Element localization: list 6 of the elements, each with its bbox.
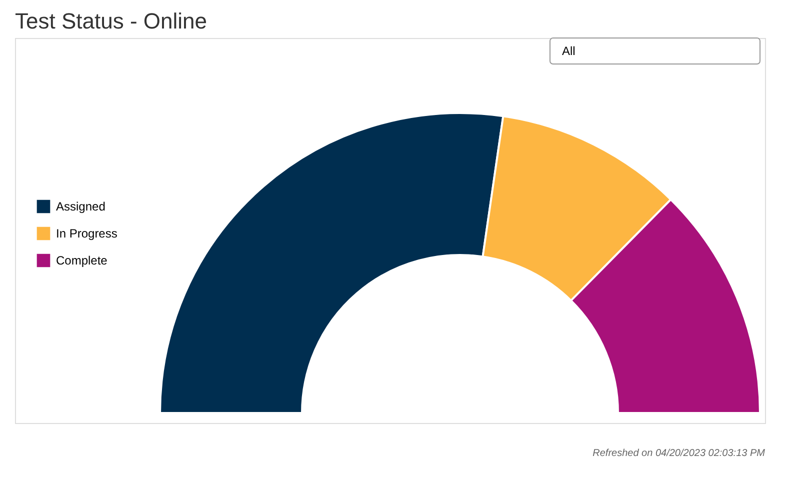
text: Refreshed on 04/20/2023 02:03:13 PM xyxy=(592,448,766,459)
text: All xyxy=(562,44,576,58)
legend-label: Assigned xyxy=(56,200,106,214)
legend-label: In Progress xyxy=(56,226,118,240)
chart-title: Test Status - Online xyxy=(15,8,207,34)
legend-label: Complete xyxy=(56,254,108,268)
